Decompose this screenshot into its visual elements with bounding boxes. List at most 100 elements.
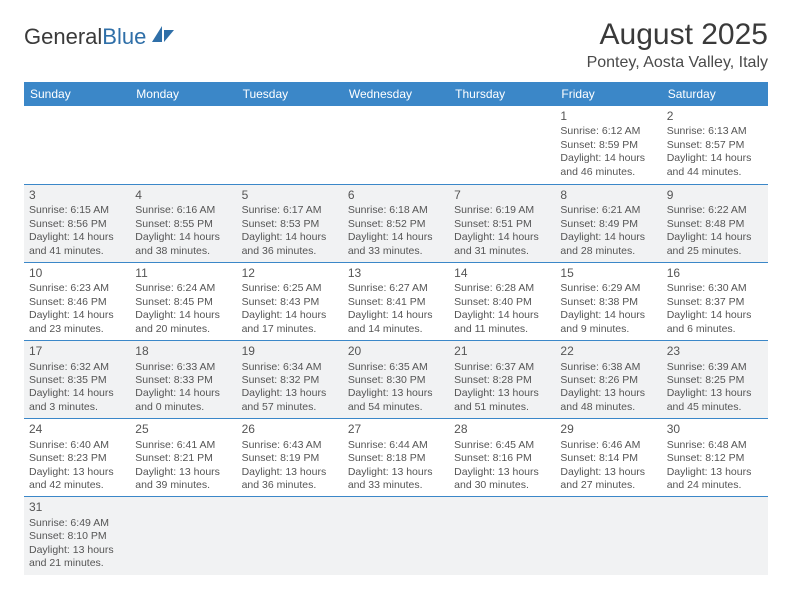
day-number: 2: [667, 109, 763, 124]
daylight-text: Daylight: 14 hours and 33 minutes.: [348, 231, 444, 258]
sunrise-text: Sunrise: 6:39 AM: [667, 361, 763, 374]
calendar-cell: 6Sunrise: 6:18 AMSunset: 8:52 PMDaylight…: [343, 184, 449, 262]
calendar-cell: [449, 496, 555, 574]
calendar-cell: 23 Sunrise: 6:39 AMSunset: 8:25 PMDayligh…: [662, 340, 768, 418]
calendar-cell: 3Sunrise: 6:15 AMSunset: 8:56 PMDaylight…: [24, 184, 130, 262]
calendar-cell: 5Sunrise: 6:17 AMSunset: 8:53 PMDaylight…: [237, 184, 343, 262]
daylight-text: Daylight: 14 hours and 14 minutes.: [348, 309, 444, 336]
calendar-cell: 20Sunrise: 6:35 AMSunset: 8:30 PMDayligh…: [343, 340, 449, 418]
sunrise-text: Sunrise: 6:43 AM: [242, 439, 338, 452]
sunrise-text: Sunrise: 6:49 AM: [29, 517, 125, 530]
daylight-text: Daylight: 13 hours and 27 minutes.: [560, 466, 656, 493]
day-number: 8: [560, 188, 656, 203]
calendar-cell: 1Sunrise: 6:12 AMSunset: 8:59 PMDaylight…: [555, 106, 661, 184]
sunset-text: Sunset: 8:37 PM: [667, 296, 763, 309]
sunset-text: Sunset: 8:26 PM: [560, 374, 656, 387]
sunrise-text: Sunrise: 6:45 AM: [454, 439, 550, 452]
calendar-cell: 16Sunrise: 6:30 AMSunset: 8:37 PMDayligh…: [662, 262, 768, 340]
daylight-text: Daylight: 13 hours and 24 minutes.: [667, 466, 763, 493]
daylight-text: Daylight: 13 hours and 57 minutes.: [242, 387, 338, 414]
sunset-text: Sunset: 8:35 PM: [29, 374, 125, 387]
sunset-text: Sunset: 8:12 PM: [667, 452, 763, 465]
sunrise-text: Sunrise: 6:35 AM: [348, 361, 444, 374]
sunset-text: Sunset: 8:46 PM: [29, 296, 125, 309]
sunset-text: Sunset: 8:14 PM: [560, 452, 656, 465]
sunset-text: Sunset: 8:49 PM: [560, 218, 656, 231]
day-number: 17: [29, 344, 125, 359]
calendar-cell: 2Sunrise: 6:13 AMSunset: 8:57 PMDaylight…: [662, 106, 768, 184]
daylight-text: Daylight: 14 hours and 9 minutes.: [560, 309, 656, 336]
sunset-text: Sunset: 8:43 PM: [242, 296, 338, 309]
day-number: 28: [454, 422, 550, 437]
day-number: 4: [135, 188, 231, 203]
daylight-text: Daylight: 13 hours and 33 minutes.: [348, 466, 444, 493]
day-number: 18: [135, 344, 231, 359]
calendar-cell: [662, 496, 768, 574]
sunrise-text: Sunrise: 6:24 AM: [135, 282, 231, 295]
daylight-text: Daylight: 13 hours and 48 minutes.: [560, 387, 656, 414]
sunrise-text: Sunrise: 6:18 AM: [348, 204, 444, 217]
sunrise-text: Sunrise: 6:32 AM: [29, 361, 125, 374]
sunset-text: Sunset: 8:21 PM: [135, 452, 231, 465]
weekday-header-cell: Wednesday: [343, 82, 449, 106]
day-number: 6: [348, 188, 444, 203]
daylight-text: Daylight: 13 hours and 45 minutes.: [667, 387, 763, 414]
sunset-text: Sunset: 8:18 PM: [348, 452, 444, 465]
day-number: 11: [135, 266, 231, 281]
day-number: 7: [454, 188, 550, 203]
sunrise-text: Sunrise: 6:40 AM: [29, 439, 125, 452]
daylight-text: Daylight: 14 hours and 31 minutes.: [454, 231, 550, 258]
day-number: 13: [348, 266, 444, 281]
sunrise-text: Sunrise: 6:29 AM: [560, 282, 656, 295]
calendar-cell: [130, 106, 236, 184]
daylight-text: Daylight: 14 hours and 25 minutes.: [667, 231, 763, 258]
day-number: 1: [560, 109, 656, 124]
daylight-text: Daylight: 13 hours and 51 minutes.: [454, 387, 550, 414]
daylight-text: Daylight: 14 hours and 46 minutes.: [560, 152, 656, 179]
sunrise-text: Sunrise: 6:12 AM: [560, 125, 656, 138]
weekday-header-cell: Tuesday: [237, 82, 343, 106]
sunset-text: Sunset: 8:40 PM: [454, 296, 550, 309]
sunrise-text: Sunrise: 6:28 AM: [454, 282, 550, 295]
day-number: 24: [29, 422, 125, 437]
calendar-cell: 31Sunrise: 6:49 AMSunset: 8:10 PMDayligh…: [24, 496, 130, 574]
calendar-cell: 13Sunrise: 6:27 AMSunset: 8:41 PMDayligh…: [343, 262, 449, 340]
daylight-text: Daylight: 14 hours and 28 minutes.: [560, 231, 656, 258]
sunrise-text: Sunrise: 6:37 AM: [454, 361, 550, 374]
calendar-cell: 8Sunrise: 6:21 AMSunset: 8:49 PMDaylight…: [555, 184, 661, 262]
calendar-cell: [449, 106, 555, 184]
month-title: August 2025: [587, 18, 768, 52]
daylight-text: Daylight: 14 hours and 17 minutes.: [242, 309, 338, 336]
sunrise-text: Sunrise: 6:33 AM: [135, 361, 231, 374]
calendar-cell: 14Sunrise: 6:28 AMSunset: 8:40 PMDayligh…: [449, 262, 555, 340]
daylight-text: Daylight: 14 hours and 6 minutes.: [667, 309, 763, 336]
day-number: 20: [348, 344, 444, 359]
sunset-text: Sunset: 8:57 PM: [667, 139, 763, 152]
sunset-text: Sunset: 8:33 PM: [135, 374, 231, 387]
day-number: 15: [560, 266, 656, 281]
day-number: 31: [29, 500, 125, 515]
day-number: 23: [667, 344, 763, 359]
calendar-cell: 18Sunrise: 6:33 AMSunset: 8:33 PMDayligh…: [130, 340, 236, 418]
sunset-text: Sunset: 8:16 PM: [454, 452, 550, 465]
weekday-header-cell: Friday: [555, 82, 661, 106]
calendar-body: 1Sunrise: 6:12 AMSunset: 8:59 PMDaylight…: [24, 106, 768, 575]
sunset-text: Sunset: 8:28 PM: [454, 374, 550, 387]
sunset-text: Sunset: 8:25 PM: [667, 374, 763, 387]
calendar-cell: 29Sunrise: 6:46 AMSunset: 8:14 PMDayligh…: [555, 418, 661, 496]
day-number: 22: [560, 344, 656, 359]
day-number: 29: [560, 422, 656, 437]
calendar-cell: 21Sunrise: 6:37 AMSunset: 8:28 PMDayligh…: [449, 340, 555, 418]
calendar-cell: [24, 106, 130, 184]
weekday-header-cell: Saturday: [662, 82, 768, 106]
sunrise-text: Sunrise: 6:30 AM: [667, 282, 763, 295]
day-number: 12: [242, 266, 338, 281]
sunrise-text: Sunrise: 6:34 AM: [242, 361, 338, 374]
day-number: 25: [135, 422, 231, 437]
daylight-text: Daylight: 14 hours and 11 minutes.: [454, 309, 550, 336]
sail-icon: [150, 24, 176, 50]
location-text: Pontey, Aosta Valley, Italy: [587, 54, 768, 72]
weekday-header-cell: Thursday: [449, 82, 555, 106]
sunrise-text: Sunrise: 6:22 AM: [667, 204, 763, 217]
calendar-cell: 25Sunrise: 6:41 AMSunset: 8:21 PMDayligh…: [130, 418, 236, 496]
